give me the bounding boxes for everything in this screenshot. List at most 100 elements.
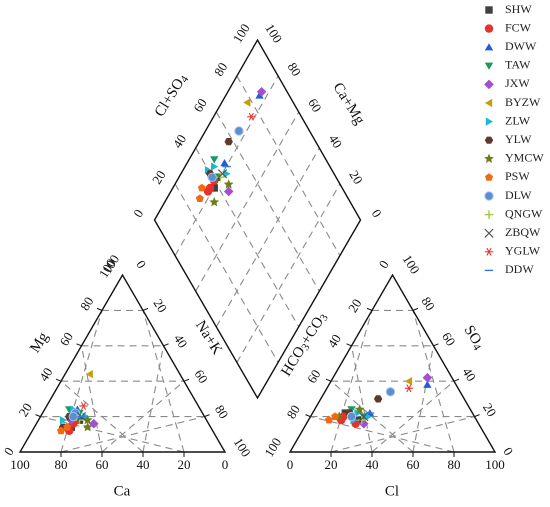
point-anion-psw <box>325 415 333 424</box>
point-anion-yglw-stroke <box>406 384 412 393</box>
point-diamond-jxw <box>223 186 234 197</box>
cation-grid-line <box>101 380 185 453</box>
point-cation-byzw <box>85 370 93 379</box>
tick-mark <box>366 307 373 311</box>
diamond-grid-line <box>215 147 320 328</box>
legend-label-ddw: DDW <box>505 262 534 276</box>
legend-label-dww: DWW <box>505 39 537 53</box>
diamond-grid-line <box>195 111 300 292</box>
tick-mark <box>474 414 480 418</box>
legend-marker-yglw <box>484 247 494 256</box>
legend-marker-ymcw <box>484 153 494 163</box>
tick-mark <box>433 343 439 347</box>
tick-mark <box>142 307 149 311</box>
cation-bottom-tick: 80 <box>55 457 68 472</box>
so4-axis-title: SO4 <box>459 323 487 353</box>
tick-mark <box>163 343 169 347</box>
cl-so4-tick: 80 <box>211 60 231 79</box>
point-diamond-yglw-stroke <box>248 112 254 121</box>
cation-bottom-tick: 60 <box>96 457 109 472</box>
anion-corner-tick: 0 <box>500 444 516 457</box>
mg-tick: 60 <box>56 330 76 349</box>
ca-mg-tick: 80 <box>285 60 305 79</box>
point-diamond-fcw <box>203 187 213 196</box>
point-anion-dlw <box>346 411 357 422</box>
mg-tick: 40 <box>36 365 56 384</box>
tick-mark <box>55 378 62 382</box>
point-anion-jxw <box>422 372 433 383</box>
legend-marker-zbqw <box>484 228 494 238</box>
anion-grid-line <box>310 416 455 453</box>
ca-mg-tick: 100 <box>262 21 285 45</box>
so4-tick: 20 <box>480 400 500 419</box>
point-diamond-zbqw <box>217 169 228 179</box>
na-k-tick: 40 <box>171 332 191 351</box>
cl-axis-title: Cl <box>385 483 399 499</box>
ca-mg-tick: 40 <box>326 132 346 151</box>
legend-label-byzw: BYZW <box>505 95 541 109</box>
legend-label-qngw: QNGW <box>505 206 543 220</box>
cation-grid-line <box>142 310 185 453</box>
hco3-co3-axis-title-part: 3 <box>318 312 331 323</box>
point-diamond-jxw <box>256 87 267 97</box>
legend-label-taw: TAW <box>505 58 531 72</box>
point-diamond-byzw <box>243 98 251 107</box>
cation-grid-line <box>60 380 144 453</box>
diamond-grid-line <box>236 183 341 363</box>
data-points <box>57 87 433 435</box>
point-anion-yglw <box>404 384 414 393</box>
legend-label-dlw: DLW <box>505 188 532 202</box>
grid-lines <box>40 75 475 453</box>
cation-bottom-tick: 0 <box>222 457 229 472</box>
legend-marker-dww <box>484 43 494 51</box>
cl-so4-tick: 60 <box>190 96 210 115</box>
hco3-tick: 20 <box>345 296 365 315</box>
cation-corner-tick: 0 <box>1 444 17 457</box>
point-diamond-ylw <box>224 138 233 146</box>
point-diamond-psw <box>195 194 204 202</box>
ca-mg-tick: 60 <box>305 96 325 115</box>
point-diamond-dlw <box>207 172 217 182</box>
cl-bottom-tick: 20 <box>325 457 338 472</box>
diamond-field <box>153 38 362 400</box>
point-anion-zbqw-stroke <box>359 411 369 422</box>
legend-marker-yglw-stroke <box>486 247 492 256</box>
ca-mg-tick: 20 <box>346 168 366 187</box>
anion-grid-line <box>330 416 475 453</box>
cation-apex-tick: 0 <box>133 257 149 270</box>
cation-bottom-tick: 40 <box>137 457 150 472</box>
na-k-axis-title: Na+K <box>192 318 225 358</box>
legend-marker-shw <box>485 6 493 14</box>
point-diamond-dww <box>220 159 229 167</box>
point-anion-zbqw <box>359 411 369 422</box>
point-cation-ymcw <box>82 414 93 425</box>
legend-marker-fcw <box>484 24 494 33</box>
legend-marker-dlw <box>484 191 494 201</box>
point-anion-zlw <box>354 408 362 418</box>
cl-bottom-tick: 60 <box>407 457 420 472</box>
point-diamond-zbqw-stroke <box>217 169 228 179</box>
point-cation-psw <box>63 423 72 431</box>
cation-bottom-tick: 100 <box>10 457 30 472</box>
hco3-co3-axis-title: HCO3+CO3 <box>279 310 332 380</box>
point-diamond-taw <box>210 156 219 164</box>
point-anion-qngw <box>357 415 366 425</box>
point-diamond-qngw <box>216 173 225 182</box>
point-diamond-dww <box>255 91 264 99</box>
ca-mg-tick: 0 <box>369 206 385 219</box>
tick-mark <box>346 343 352 347</box>
cl-bottom-tick: 40 <box>366 457 379 472</box>
ca-axis-title: Ca <box>114 483 131 499</box>
point-diamond-yglw <box>247 112 256 121</box>
ca-mg-axis-title: Ca+Mg <box>330 80 368 128</box>
tick-mark <box>305 414 311 418</box>
cl-so4-axis-title-part: Cl+SO <box>152 76 188 120</box>
legend-label-ylw: YLW <box>505 132 532 146</box>
legend-marker-taw <box>484 62 494 70</box>
point-anion-jxw <box>359 418 369 429</box>
legend-label-yglw: YGLW <box>505 244 541 258</box>
anion-grid-line <box>412 345 435 453</box>
legend-marker-psw <box>485 173 493 181</box>
tick-mark <box>35 414 41 418</box>
cation-grid-line <box>142 345 165 453</box>
